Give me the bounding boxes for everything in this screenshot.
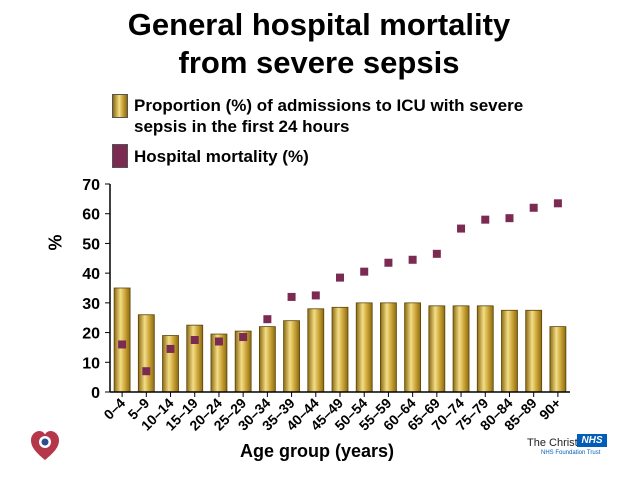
x-tick-label: 90+ [536,395,564,423]
mortality-marker-35–39 [287,292,296,301]
heart-logo-icon [31,431,59,460]
x-tick-label: 0–4 [100,395,128,423]
bar-85–89 [525,309,543,393]
bar-30–34 [258,326,276,393]
legend-label-mortality: Hospital mortality (%) [134,147,309,166]
mortality-marker-90+ [553,199,562,208]
y-axis-label: % [45,234,66,251]
bar-15–19 [186,324,204,393]
mortality-marker-55–59 [384,258,393,267]
org-name: The Christie [527,437,587,449]
mortality-marker-25–29 [239,333,248,342]
y-tick-label: 40 [82,266,100,283]
mortality-marker-10–14 [166,344,175,353]
legend-label-admissions-line2: sepsis in the first 24 hours [134,117,350,136]
bar-45–49 [331,306,349,393]
y-tick-label: 0 [91,385,100,402]
mortality-marker-30–34 [263,315,272,324]
bar-65–69 [428,305,446,393]
bar-40–44 [307,308,325,393]
x-axis-label: Age group (years) [239,441,395,461]
mortality-marker-15–19 [190,336,199,344]
bar-55–59 [380,302,397,393]
y-tick-label: 10 [82,355,100,372]
bar-90+ [549,326,567,393]
mortality-marker-5–9 [142,367,151,376]
y-tick-label: 20 [82,326,100,343]
mortality-marker-50–54 [360,267,369,276]
mortality-marker-85–89 [529,203,538,212]
mortality-marker-70–74 [457,224,466,233]
nhs-badge: NHS [577,434,607,447]
trust-name: NHS Foundation Trust [541,450,601,456]
bar-70–74 [452,305,470,393]
bar-50–54 [355,302,373,393]
bar-35–39 [283,320,300,393]
bar-10–14 [162,335,179,393]
y-tick-label: 30 [82,296,100,313]
mortality-marker-45–49 [336,273,344,282]
mortality-marker-40–44 [311,291,320,300]
mortality-marker-80–84 [505,214,514,223]
y-tick-label: 60 [82,207,100,224]
bar-75–79 [476,305,494,393]
mortality-marker-0–4 [118,340,127,349]
bar-80–84 [501,309,518,393]
legend-label-admissions: Proportion (%) of admissions to ICU with… [134,96,524,115]
bar-0–4 [113,287,131,393]
mortality-marker-60–64 [408,255,417,264]
legend-swatch-mortality [112,144,128,168]
y-tick-label: 70 [82,177,100,194]
mortality-marker-20–24 [214,337,223,346]
chart-title-line1: General hospital mortality [127,7,511,42]
mortality-marker-65–69 [432,249,441,258]
mortality-marker-75–79 [481,215,490,224]
bar-5–9 [137,314,155,393]
y-tick-label: 50 [82,236,100,253]
chart-title-line2: from severe sepsis [178,45,460,80]
legend-swatch-admissions [112,94,128,118]
bar-60–64 [404,302,422,393]
